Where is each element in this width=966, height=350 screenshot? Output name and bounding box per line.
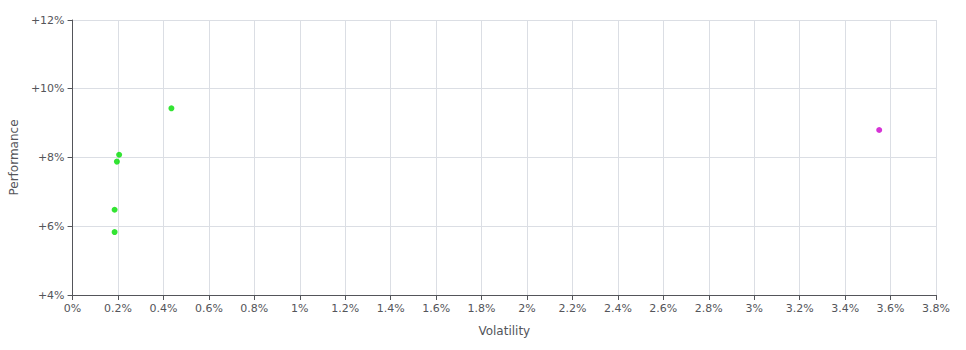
svg-text:0.4%: 0.4%: [149, 302, 177, 315]
svg-text:3.8%: 3.8%: [922, 302, 950, 315]
svg-text:1.4%: 1.4%: [377, 302, 405, 315]
svg-text:3.4%: 3.4%: [831, 302, 859, 315]
svg-text:+4%: +4%: [38, 289, 65, 302]
svg-text:+10%: +10%: [31, 82, 65, 95]
svg-text:Volatility: Volatility: [478, 324, 530, 338]
svg-text:2.8%: 2.8%: [695, 302, 723, 315]
svg-text:1.8%: 1.8%: [468, 302, 496, 315]
svg-text:3.2%: 3.2%: [786, 302, 814, 315]
svg-text:1.6%: 1.6%: [422, 302, 450, 315]
svg-text:2.4%: 2.4%: [604, 302, 632, 315]
svg-text:Performance: Performance: [7, 119, 21, 195]
svg-text:3.6%: 3.6%: [877, 302, 905, 315]
svg-text:0.6%: 0.6%: [195, 302, 223, 315]
svg-text:3%: 3%: [745, 302, 762, 315]
svg-text:+6%: +6%: [38, 220, 65, 233]
svg-text:0.2%: 0.2%: [104, 302, 132, 315]
svg-text:1.2%: 1.2%: [331, 302, 359, 315]
svg-text:0%: 0%: [64, 302, 81, 315]
svg-text:2.6%: 2.6%: [649, 302, 677, 315]
svg-text:1%: 1%: [291, 302, 308, 315]
svg-text:2.2%: 2.2%: [558, 302, 586, 315]
svg-text:+12%: +12%: [31, 14, 65, 27]
svg-text:2%: 2%: [518, 302, 535, 315]
svg-text:0.8%: 0.8%: [240, 302, 268, 315]
svg-text:+8%: +8%: [38, 151, 65, 164]
